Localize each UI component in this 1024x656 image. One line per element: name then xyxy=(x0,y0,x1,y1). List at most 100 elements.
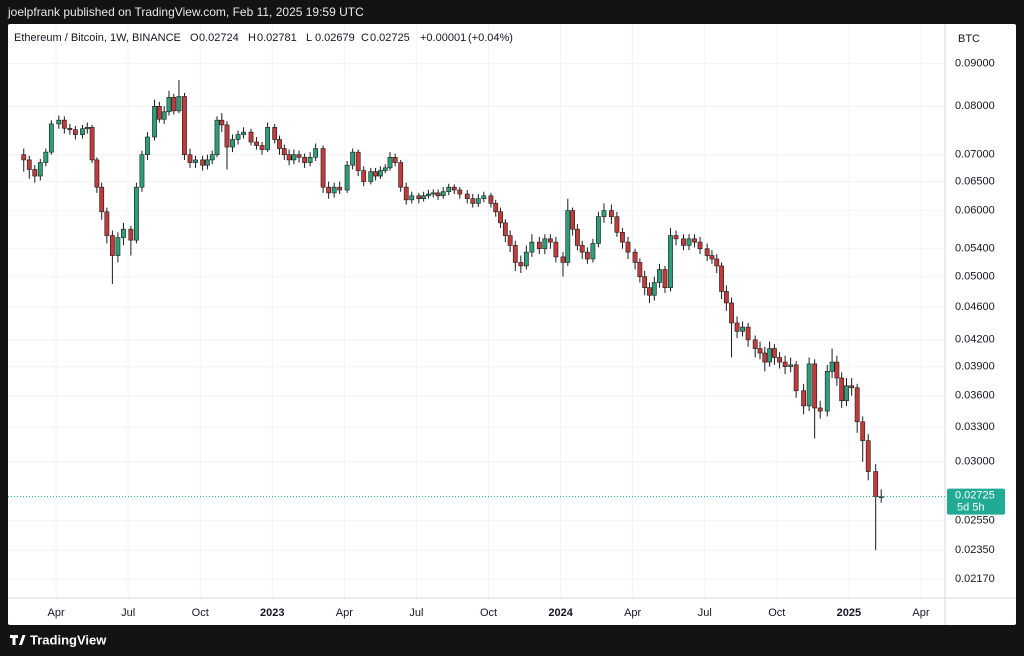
candle-body xyxy=(291,154,297,161)
candle-body xyxy=(475,198,481,204)
candle-body xyxy=(307,157,313,163)
candle-body xyxy=(488,195,494,204)
candle-body xyxy=(673,235,679,240)
candle-body xyxy=(387,157,393,169)
last-price-box xyxy=(947,488,1005,515)
candle-body xyxy=(272,126,278,140)
candle-body xyxy=(416,195,422,199)
candle-body xyxy=(109,235,115,256)
candle-body xyxy=(128,228,134,241)
y-tick-label: 0.03900 xyxy=(955,361,995,373)
candle-body xyxy=(377,170,383,177)
candle-body xyxy=(507,235,513,246)
candle-body xyxy=(609,210,614,217)
candle-body xyxy=(575,228,580,246)
candle-body xyxy=(806,363,812,407)
candle-body xyxy=(72,129,78,135)
candle-body xyxy=(536,241,542,250)
y-tick-label: 0.03600 xyxy=(955,390,995,402)
ohlc-prefix: H xyxy=(248,32,256,44)
candle-body xyxy=(542,238,548,250)
candle-body xyxy=(849,385,855,389)
candle-body xyxy=(547,238,553,243)
candle-body xyxy=(596,216,601,244)
candle-body xyxy=(277,139,282,149)
candle-body xyxy=(518,262,524,267)
candle-body xyxy=(435,192,441,197)
candle-body xyxy=(337,186,343,191)
brand-name: TradingView xyxy=(30,632,107,647)
candle-body xyxy=(350,151,356,166)
candle-body xyxy=(248,131,254,143)
candle-body xyxy=(723,291,729,304)
candle-body xyxy=(89,126,95,161)
candle-body xyxy=(56,119,62,125)
candle-body xyxy=(286,154,292,161)
change-percent: (+0.04%) xyxy=(468,32,513,44)
candle-body xyxy=(560,256,566,263)
x-tick-label: Jul xyxy=(698,607,712,619)
candle-body xyxy=(692,238,697,243)
candle-body xyxy=(873,471,879,498)
candle-body xyxy=(182,96,187,156)
x-tick-label: 2024 xyxy=(548,607,573,619)
x-tick-label: Jul xyxy=(409,607,423,619)
candle-body xyxy=(426,193,431,197)
candle-body xyxy=(632,251,638,263)
candle-body xyxy=(200,159,206,166)
x-tick-label: Oct xyxy=(480,607,497,619)
candle-body xyxy=(214,119,220,156)
candle-body xyxy=(61,119,67,129)
candle-body xyxy=(37,162,43,177)
candle-body xyxy=(32,169,38,177)
candle-body xyxy=(382,167,388,171)
candle-body xyxy=(43,151,49,163)
candle-body xyxy=(21,154,27,161)
candle-body xyxy=(834,361,840,379)
x-tick-label: Apr xyxy=(624,607,641,619)
ohlc-value: 0.02725 xyxy=(370,32,410,44)
x-tick-label: 2025 xyxy=(837,607,861,619)
candle-body xyxy=(373,171,378,177)
candle-body xyxy=(171,97,177,112)
candle-body xyxy=(230,139,235,148)
candle-body xyxy=(403,186,409,201)
candle-body xyxy=(498,211,503,224)
candle-body xyxy=(26,159,32,170)
candle-body xyxy=(734,322,740,332)
candle-body xyxy=(470,198,476,204)
candle-body xyxy=(839,377,845,402)
ohlc-value: 0.02781 xyxy=(257,32,297,44)
candle-body xyxy=(668,235,673,288)
candle-body xyxy=(662,269,668,288)
change-value: +0.00001 xyxy=(420,32,466,44)
candle-body xyxy=(193,159,198,163)
candle-body xyxy=(259,145,265,150)
candle-body xyxy=(767,348,773,363)
candle-body xyxy=(166,97,172,113)
candle-body xyxy=(84,126,90,130)
candle-body xyxy=(584,251,590,260)
candle-body xyxy=(865,440,871,472)
candle-body xyxy=(704,248,710,256)
candle-body xyxy=(620,232,625,243)
candle-body xyxy=(320,148,326,188)
candle-body xyxy=(782,361,788,367)
candle-body xyxy=(219,119,225,126)
candle-body xyxy=(48,123,54,153)
candle-body xyxy=(457,189,463,195)
candle-body xyxy=(254,141,259,146)
candle-body xyxy=(392,157,398,163)
candle-body xyxy=(326,186,332,194)
candle-body xyxy=(614,216,620,233)
y-tick-label: 0.04600 xyxy=(955,301,995,313)
candle-body xyxy=(844,385,849,402)
candle-body xyxy=(860,421,866,441)
candle-body xyxy=(502,222,508,236)
candle-body xyxy=(139,154,145,188)
candle-body xyxy=(824,371,830,412)
x-tick-label: Oct xyxy=(192,607,209,619)
candle-body xyxy=(686,238,692,246)
candle-body xyxy=(302,157,307,163)
x-tick-label: Apr xyxy=(912,607,929,619)
